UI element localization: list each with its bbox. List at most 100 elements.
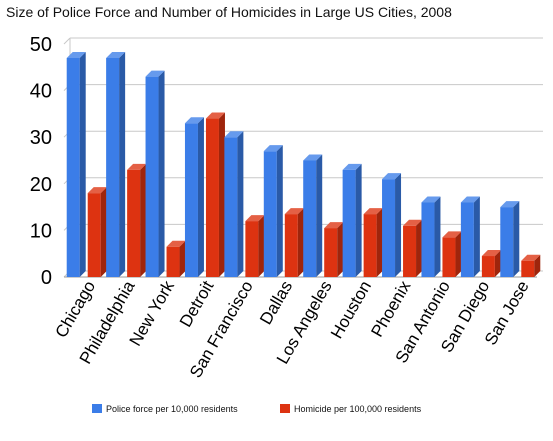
bar <box>205 112 225 277</box>
bar-top-face <box>500 201 520 208</box>
x-tick-label: Dallas <box>256 278 296 328</box>
bar-side-face <box>395 173 402 277</box>
bar-side-face <box>534 254 541 277</box>
bar <box>184 117 204 277</box>
bar-side-face <box>197 117 204 277</box>
bar-top-face <box>481 250 501 257</box>
bar-side-face <box>119 51 126 278</box>
bar <box>303 154 323 277</box>
bar-top-face <box>106 51 126 58</box>
y-tick-label: 40 <box>30 81 52 103</box>
legend-swatch <box>92 404 102 413</box>
bar <box>245 215 265 277</box>
bar-front-face <box>245 221 259 277</box>
bar-front-face <box>521 260 535 277</box>
bar <box>342 163 362 277</box>
legend-swatch <box>280 404 290 413</box>
bar-front-face <box>460 202 474 277</box>
bar-top-face <box>245 215 265 222</box>
bar-top-face <box>87 187 107 194</box>
bar-side-face <box>276 145 283 277</box>
bar <box>66 51 86 278</box>
bar-top-face <box>145 70 165 77</box>
bar-top-face <box>127 163 147 170</box>
bar <box>421 196 441 277</box>
bar-top-face <box>421 196 441 203</box>
legend-label: Police force per 10,000 residents <box>106 404 238 414</box>
bar-front-face <box>166 246 180 277</box>
bar-side-face <box>473 196 480 277</box>
bar-side-face <box>158 70 165 278</box>
bar-front-face <box>205 118 219 277</box>
bar <box>521 254 541 277</box>
bar-side-face <box>434 196 441 277</box>
bar-front-face <box>442 237 456 277</box>
bar-side-face <box>416 219 423 277</box>
y-tick-label: 50 <box>30 34 52 56</box>
bar-front-face <box>184 123 198 277</box>
bar-front-face <box>127 169 141 277</box>
y-tick-label: 30 <box>30 127 52 149</box>
bar-front-face <box>106 57 120 278</box>
bar <box>382 173 402 277</box>
bar-front-face <box>421 202 435 277</box>
bar-top-face <box>382 173 402 180</box>
bar-side-face <box>100 187 107 277</box>
bar-top-face <box>363 208 383 215</box>
bar-side-face <box>376 208 383 277</box>
bar-top-face <box>521 254 541 261</box>
bar <box>284 208 304 277</box>
legend: Police force per 10,000 residents Homicid… <box>92 404 422 414</box>
bar-side-face <box>218 112 225 277</box>
bar <box>442 231 462 277</box>
y-tick-label: 0 <box>41 267 52 289</box>
bar-front-face <box>224 137 238 277</box>
bar-side-face <box>316 154 323 277</box>
bar-front-face <box>500 207 514 277</box>
x-tick-label: Detroit <box>176 277 218 330</box>
bar-top-face <box>66 51 86 58</box>
bar <box>87 187 107 277</box>
bar-front-face <box>403 225 417 277</box>
bar-top-face <box>460 196 480 203</box>
bar-side-face <box>513 201 520 277</box>
bar <box>460 196 480 277</box>
bar-front-face <box>263 151 277 277</box>
bar-front-face <box>303 160 317 277</box>
y-tick-label: 10 <box>30 220 52 242</box>
bar-top-face <box>284 208 304 215</box>
bar-top-face <box>166 240 186 247</box>
bar-side-face <box>355 163 362 277</box>
bar <box>481 250 501 277</box>
bar-top-face <box>184 117 204 124</box>
bar-front-face <box>284 214 298 277</box>
bar-side-face <box>258 215 265 277</box>
bar-front-face <box>363 214 377 277</box>
bar-side-face <box>337 222 344 277</box>
bar <box>363 208 383 277</box>
bar-top-face <box>263 145 283 152</box>
bar-front-face <box>145 76 159 278</box>
bar-top-face <box>205 112 225 119</box>
bar-top-face <box>224 131 244 138</box>
bar-side-face <box>140 163 147 277</box>
bar-top-face <box>442 231 462 238</box>
bar <box>324 222 344 277</box>
bar-front-face <box>342 169 356 277</box>
chart-title: Size of Police Force and Number of Homic… <box>6 4 452 20</box>
bar <box>224 131 244 277</box>
y-tick-label: 20 <box>30 174 52 196</box>
bar-front-face <box>481 256 495 277</box>
bar-top-face <box>303 154 323 161</box>
bar-top-face <box>403 219 423 226</box>
legend-item: Police force per 10,000 residents <box>92 404 238 414</box>
bar-side-face <box>237 131 244 277</box>
bar-side-face <box>179 240 186 277</box>
bar <box>166 240 186 277</box>
bar <box>127 163 147 277</box>
bar-side-face <box>455 231 462 277</box>
bar-top-face <box>324 222 344 229</box>
bar-side-face <box>297 208 304 277</box>
